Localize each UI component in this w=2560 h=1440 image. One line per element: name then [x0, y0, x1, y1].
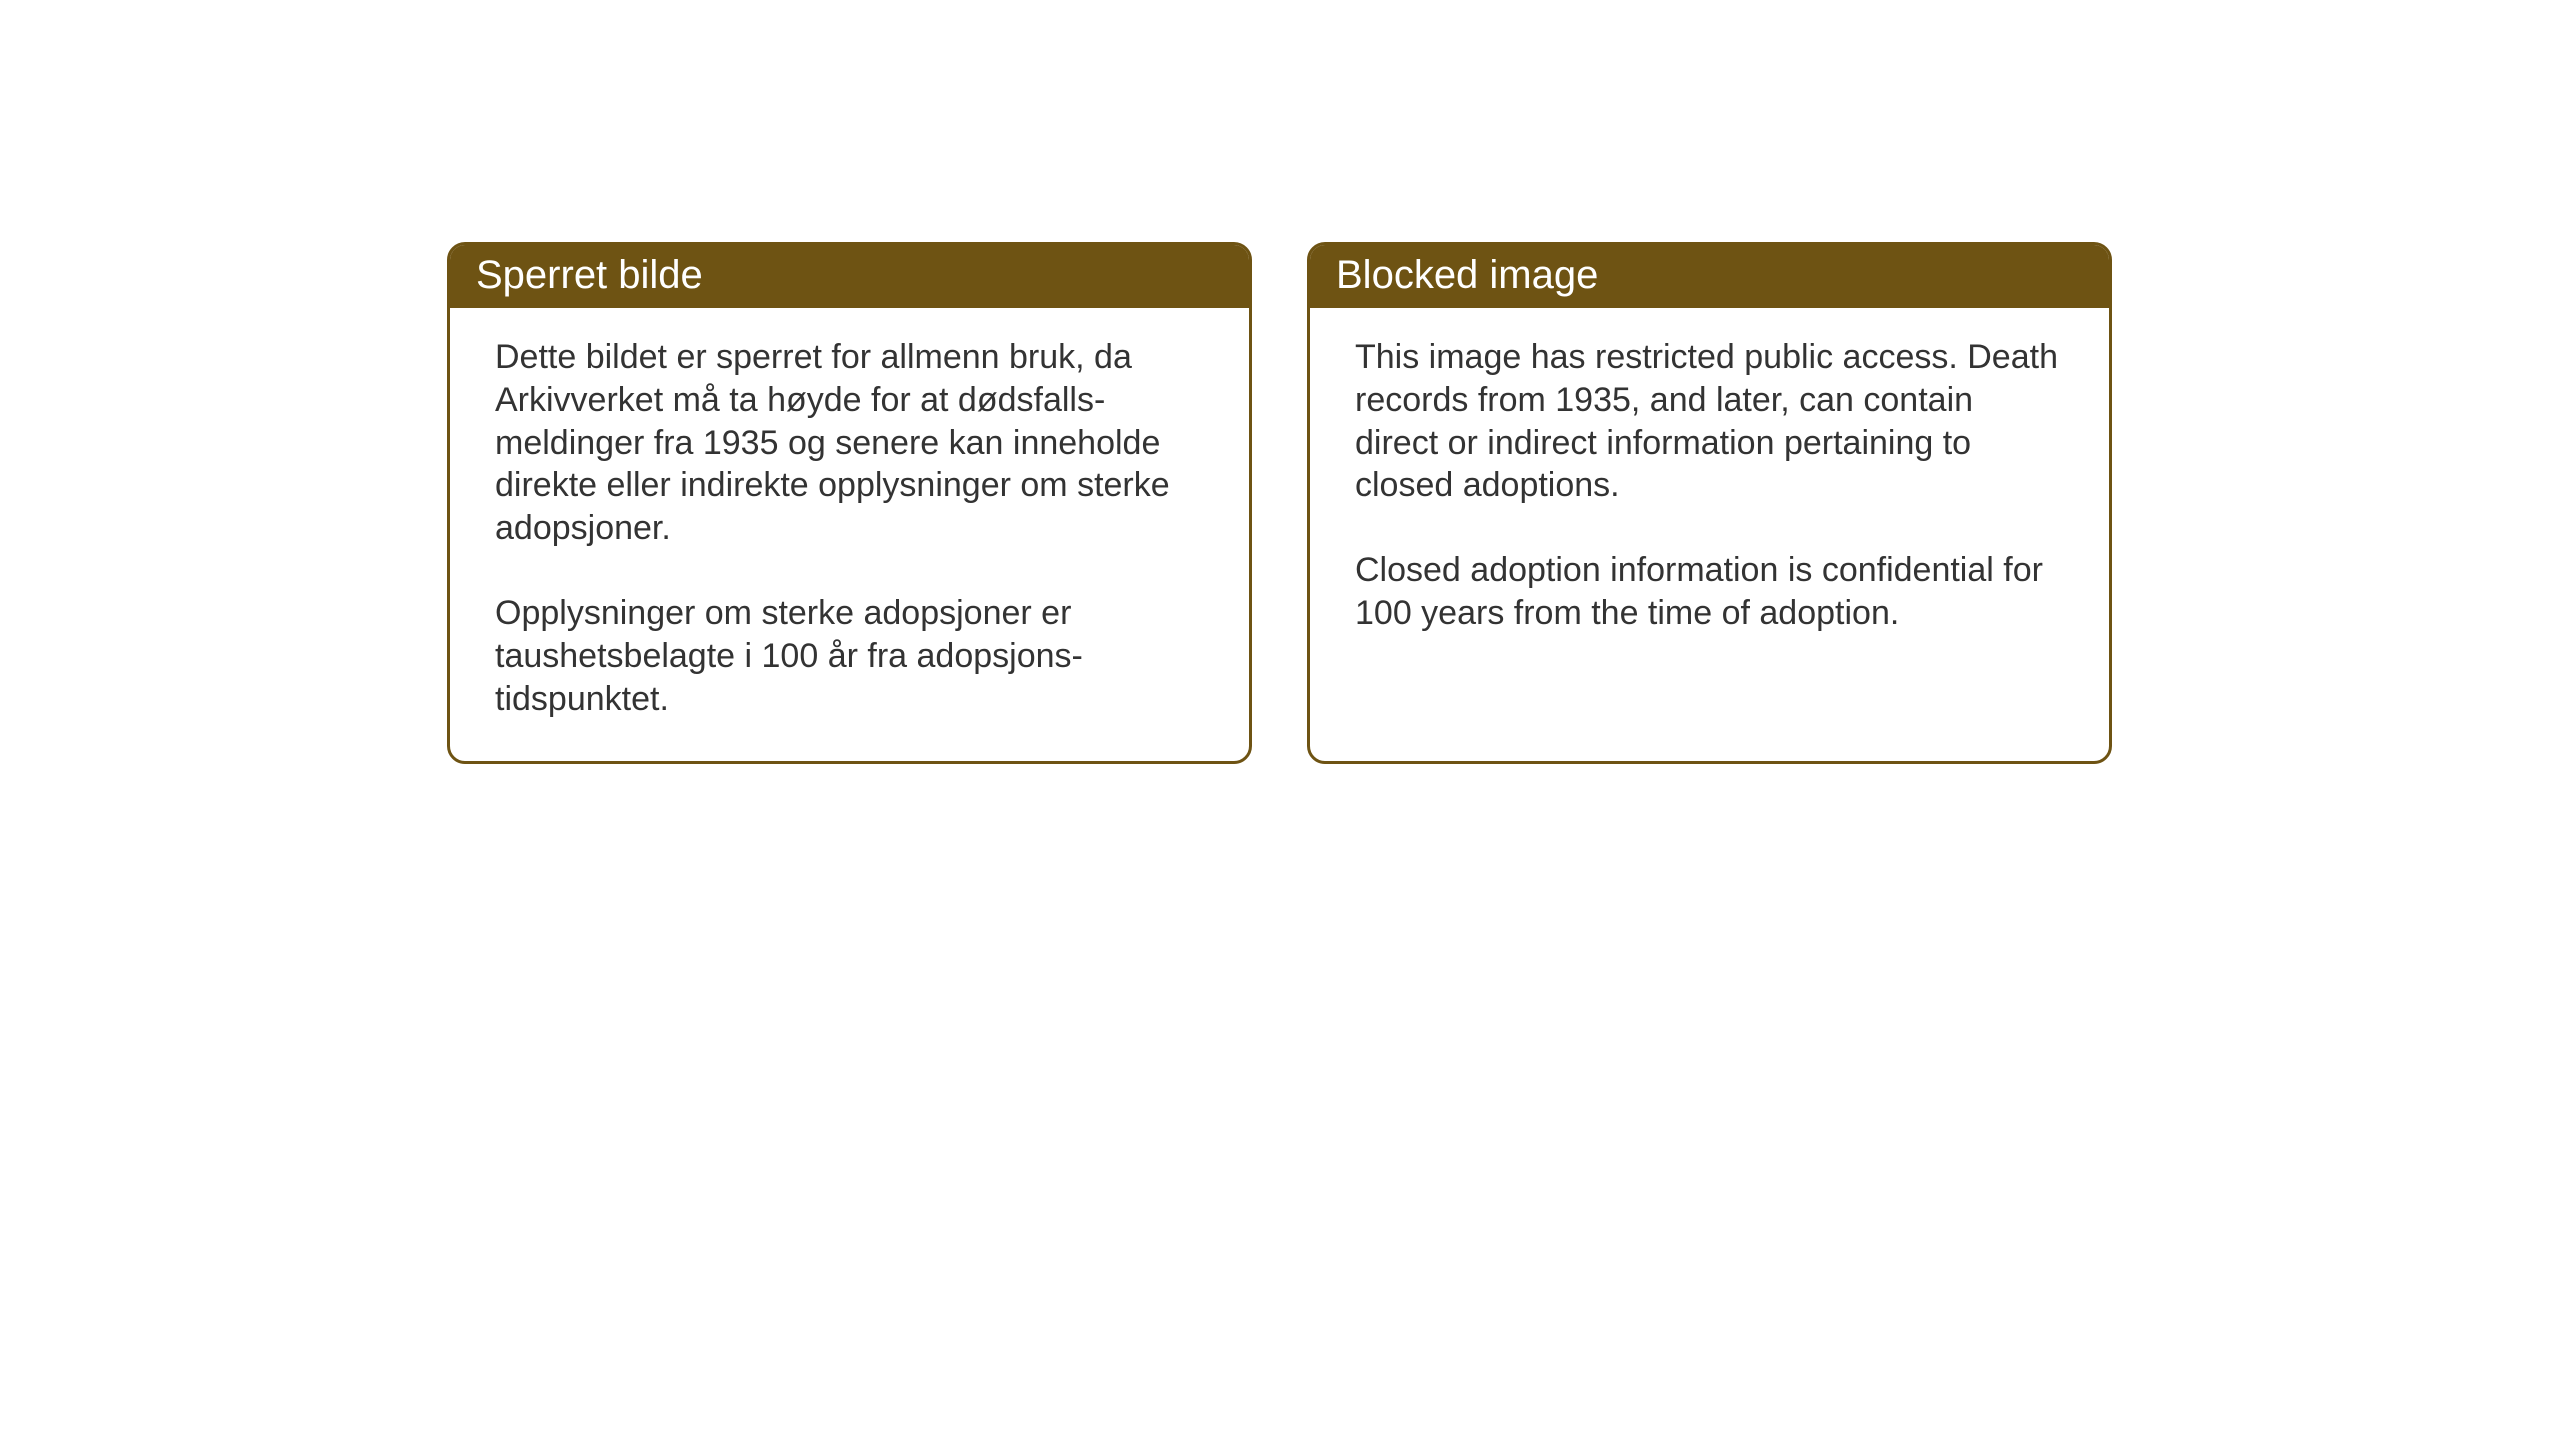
english-notice-panel: Blocked image This image has restricted …	[1307, 242, 2112, 764]
norwegian-panel-title: Sperret bilde	[450, 245, 1249, 308]
norwegian-panel-body: Dette bildet er sperret for allmenn bruk…	[450, 308, 1249, 761]
norwegian-notice-panel: Sperret bilde Dette bildet er sperret fo…	[447, 242, 1252, 764]
english-paragraph-2: Closed adoption information is confident…	[1355, 549, 2064, 635]
norwegian-paragraph-2: Opplysninger om sterke adopsjoner er tau…	[495, 592, 1204, 720]
english-panel-body: This image has restricted public access.…	[1310, 308, 2109, 675]
norwegian-paragraph-1: Dette bildet er sperret for allmenn bruk…	[495, 336, 1204, 550]
notice-panels-container: Sperret bilde Dette bildet er sperret fo…	[447, 242, 2112, 764]
english-paragraph-1: This image has restricted public access.…	[1355, 336, 2064, 507]
english-panel-title: Blocked image	[1310, 245, 2109, 308]
